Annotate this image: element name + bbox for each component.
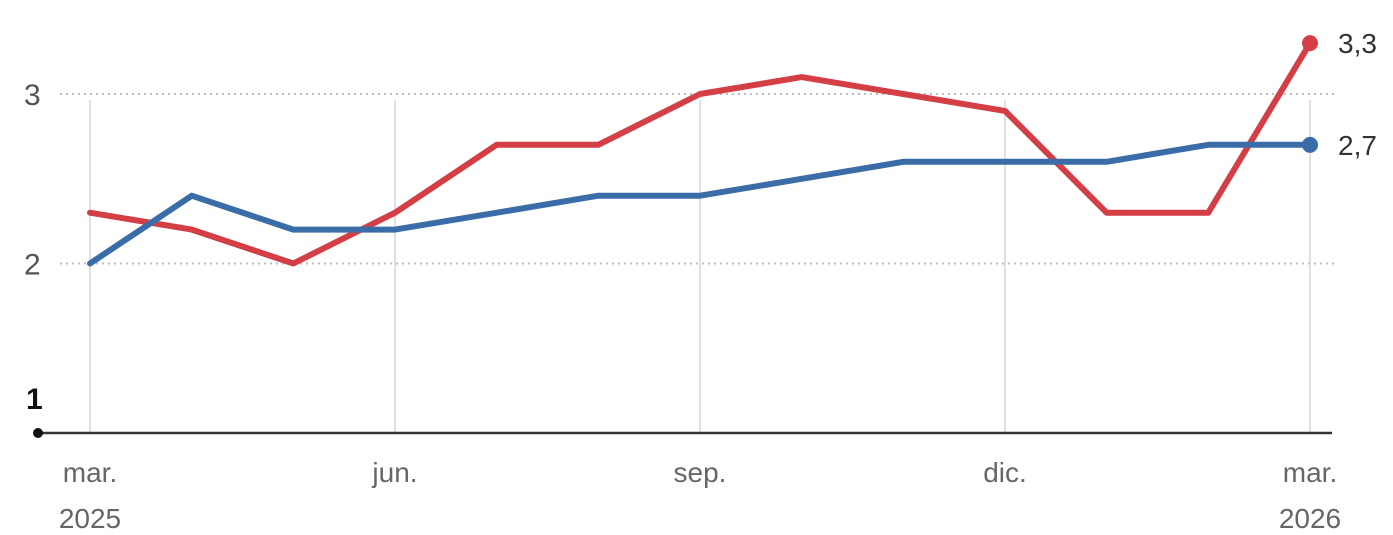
x-tick-label: mar. [1283,457,1337,488]
y-tick-label: 1 [26,383,43,416]
series-end-label-1: 2,7 [1338,130,1377,161]
y-tick-label: 3 [24,79,41,112]
axis-origin-dot [33,428,43,438]
series-end-marker-1 [1302,137,1318,153]
y-tick-label: 2 [24,249,41,282]
x-tick-label: mar. [63,457,117,488]
x-tick-year-label: 2026 [1279,503,1341,534]
series-layer [90,35,1318,263]
series-end-marker-0 [1302,35,1318,51]
x-tick-label: jun. [371,457,417,488]
grid-layer [60,94,1335,433]
x-tick-label: sep. [674,457,727,488]
x-tick-year-label: 2025 [59,503,121,534]
x-tick-label: dic. [983,457,1027,488]
axis-layer [33,428,1332,438]
series-end-label-0: 3,3 [1338,28,1377,59]
